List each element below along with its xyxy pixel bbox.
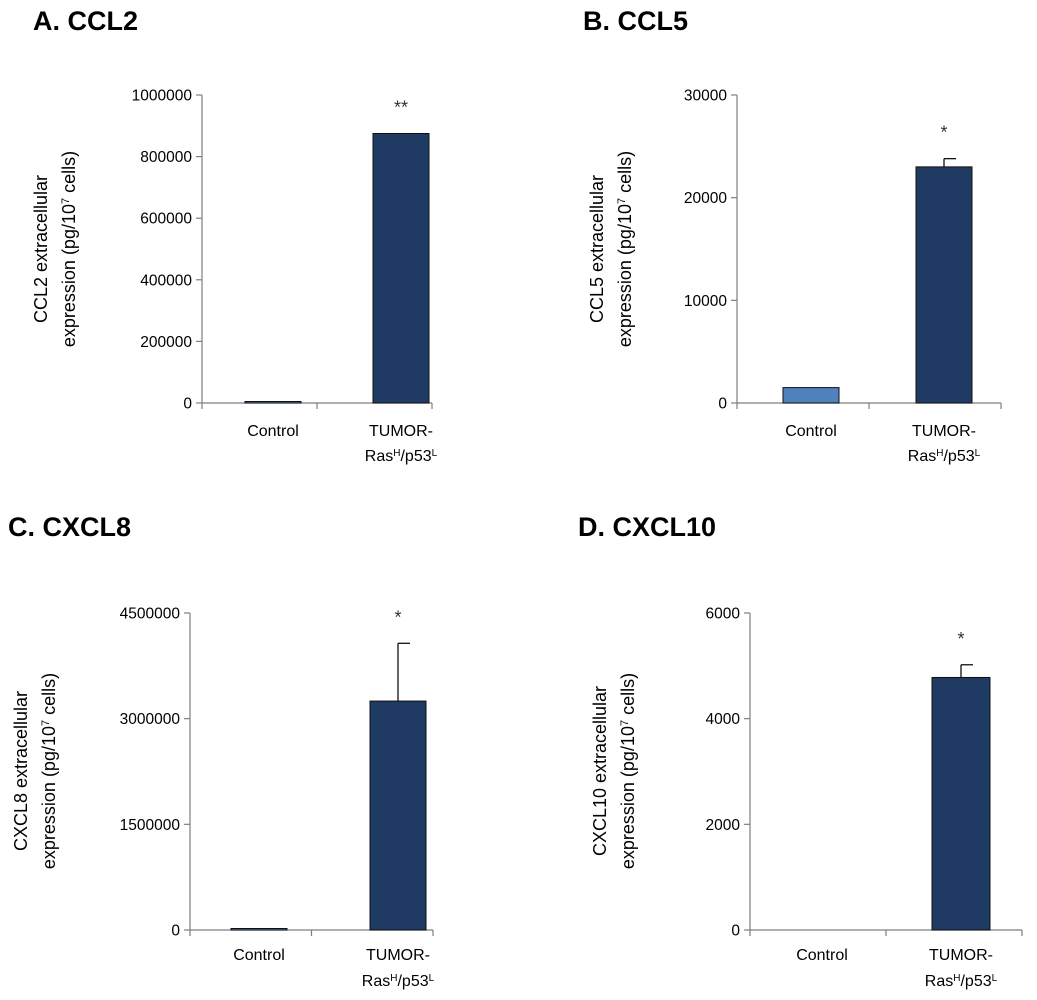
chart-title: C. CXCL8: [8, 512, 131, 542]
significance-marker: *: [394, 607, 401, 627]
y-tick-label: 400000: [140, 272, 192, 289]
chart-panel-4: D. CXCL10 CXCL10 extracellular expression …: [578, 512, 1023, 991]
x-tick-label-control: Control: [233, 947, 285, 964]
x-tick-label-tumor-genotype: RasH/p53L: [365, 448, 438, 466]
y-tick-label: 30000: [684, 88, 727, 105]
bar-tumor: [369, 700, 427, 931]
y-tick-label: 2000: [706, 817, 741, 834]
y-tick-label: 6000: [706, 606, 741, 623]
chart-title: B. CCL5: [583, 6, 688, 36]
bar-tumor: [931, 676, 991, 931]
chart-panel-3: C. CXCL8 CXCL8 extracellular expression (p…: [8, 512, 435, 990]
y-axis-label: CXCL10 extracellular: [590, 686, 610, 856]
y-tick-label: 0: [731, 923, 740, 940]
significance-marker: *: [957, 629, 964, 649]
y-axis-label-units: expression (pg/107 cells): [59, 151, 79, 347]
y-tick-label: 0: [171, 923, 180, 940]
y-tick-label: 4000: [706, 711, 741, 728]
y-tick-label: 4500000: [120, 606, 181, 623]
y-tick-label: 0: [183, 396, 192, 413]
y-axis-label-units: expression (pg/107 cells): [39, 673, 59, 869]
x-tick-label-tumor: TUMOR-: [912, 423, 976, 440]
bar-control: [230, 928, 288, 931]
chart-title: A. CCL2: [33, 6, 138, 36]
x-tick-label-control: Control: [247, 423, 299, 440]
bar-tumor: [915, 166, 973, 404]
y-tick-label: 3000000: [120, 711, 181, 728]
bar-control: [782, 387, 840, 404]
y-axis-label: CCL2 extracellular: [31, 175, 51, 323]
y-tick-label: 10000: [684, 293, 727, 310]
y-tick-label: 800000: [140, 149, 192, 166]
y-tick-label: 0: [718, 396, 727, 413]
y-axis-label-units: expression (pg/107 cells): [618, 673, 638, 869]
y-tick-label: 200000: [140, 334, 192, 351]
y-axis-label: CCL5 extracellular: [587, 175, 607, 323]
x-tick-label-tumor-genotype: RasH/p53L: [362, 973, 435, 991]
x-tick-label-tumor: TUMOR-: [369, 423, 433, 440]
x-tick-label-tumor: TUMOR-: [366, 947, 430, 964]
y-tick-label: 600000: [140, 211, 192, 228]
chart-panel-2: B. CCL5 CCL5 extracellular expression (pg/…: [583, 6, 1002, 466]
x-tick-label-control: Control: [785, 423, 837, 440]
y-axis-label-units: expression (pg/107 cells): [615, 151, 635, 347]
x-tick-label-tumor-genotype: RasH/p53L: [925, 973, 998, 991]
chart-title: D. CXCL10: [578, 512, 716, 542]
bar-tumor: [372, 133, 430, 404]
error-bar: [397, 642, 410, 702]
x-tick-label-tumor-genotype: RasH/p53L: [908, 448, 981, 466]
y-tick-label: 1000000: [132, 88, 193, 105]
error-bar: [960, 664, 973, 678]
y-axis-label: CXCL8 extracellular: [11, 691, 31, 851]
significance-marker: **: [394, 98, 408, 118]
y-tick-label: 20000: [684, 190, 727, 207]
bar-control: [244, 401, 302, 404]
x-tick-label-tumor: TUMOR-: [929, 947, 993, 964]
error-bar: [943, 158, 956, 167]
significance-marker: *: [940, 123, 947, 143]
chart-panel-1: A. CCL2 CCL2 extracellular expression (pg/…: [31, 6, 438, 465]
y-tick-label: 1500000: [120, 817, 181, 834]
x-tick-label-control: Control: [796, 947, 848, 964]
